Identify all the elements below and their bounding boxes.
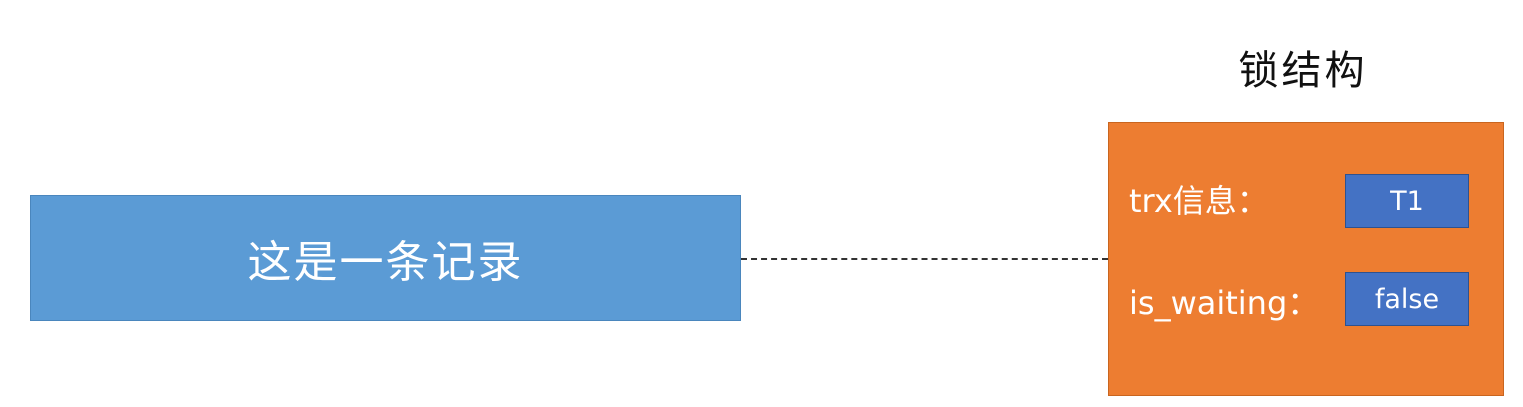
is-waiting-value-text: false: [1374, 283, 1440, 315]
is-waiting-value: false: [1345, 272, 1469, 326]
lock-structure-box: trx信息： T1 is_waiting： false: [1108, 122, 1504, 396]
record-box: 这是一条记录: [30, 195, 741, 321]
trx-info-value-text: T1: [1390, 185, 1424, 217]
trx-info-value: T1: [1345, 174, 1469, 228]
dashed-connector: [741, 258, 1108, 260]
record-label: 这是一条记录: [247, 237, 524, 288]
is-waiting-label: is_waiting：: [1129, 284, 1320, 322]
lock-structure-title: 锁结构: [1238, 48, 1368, 94]
trx-info-label: trx信息：: [1129, 182, 1269, 220]
